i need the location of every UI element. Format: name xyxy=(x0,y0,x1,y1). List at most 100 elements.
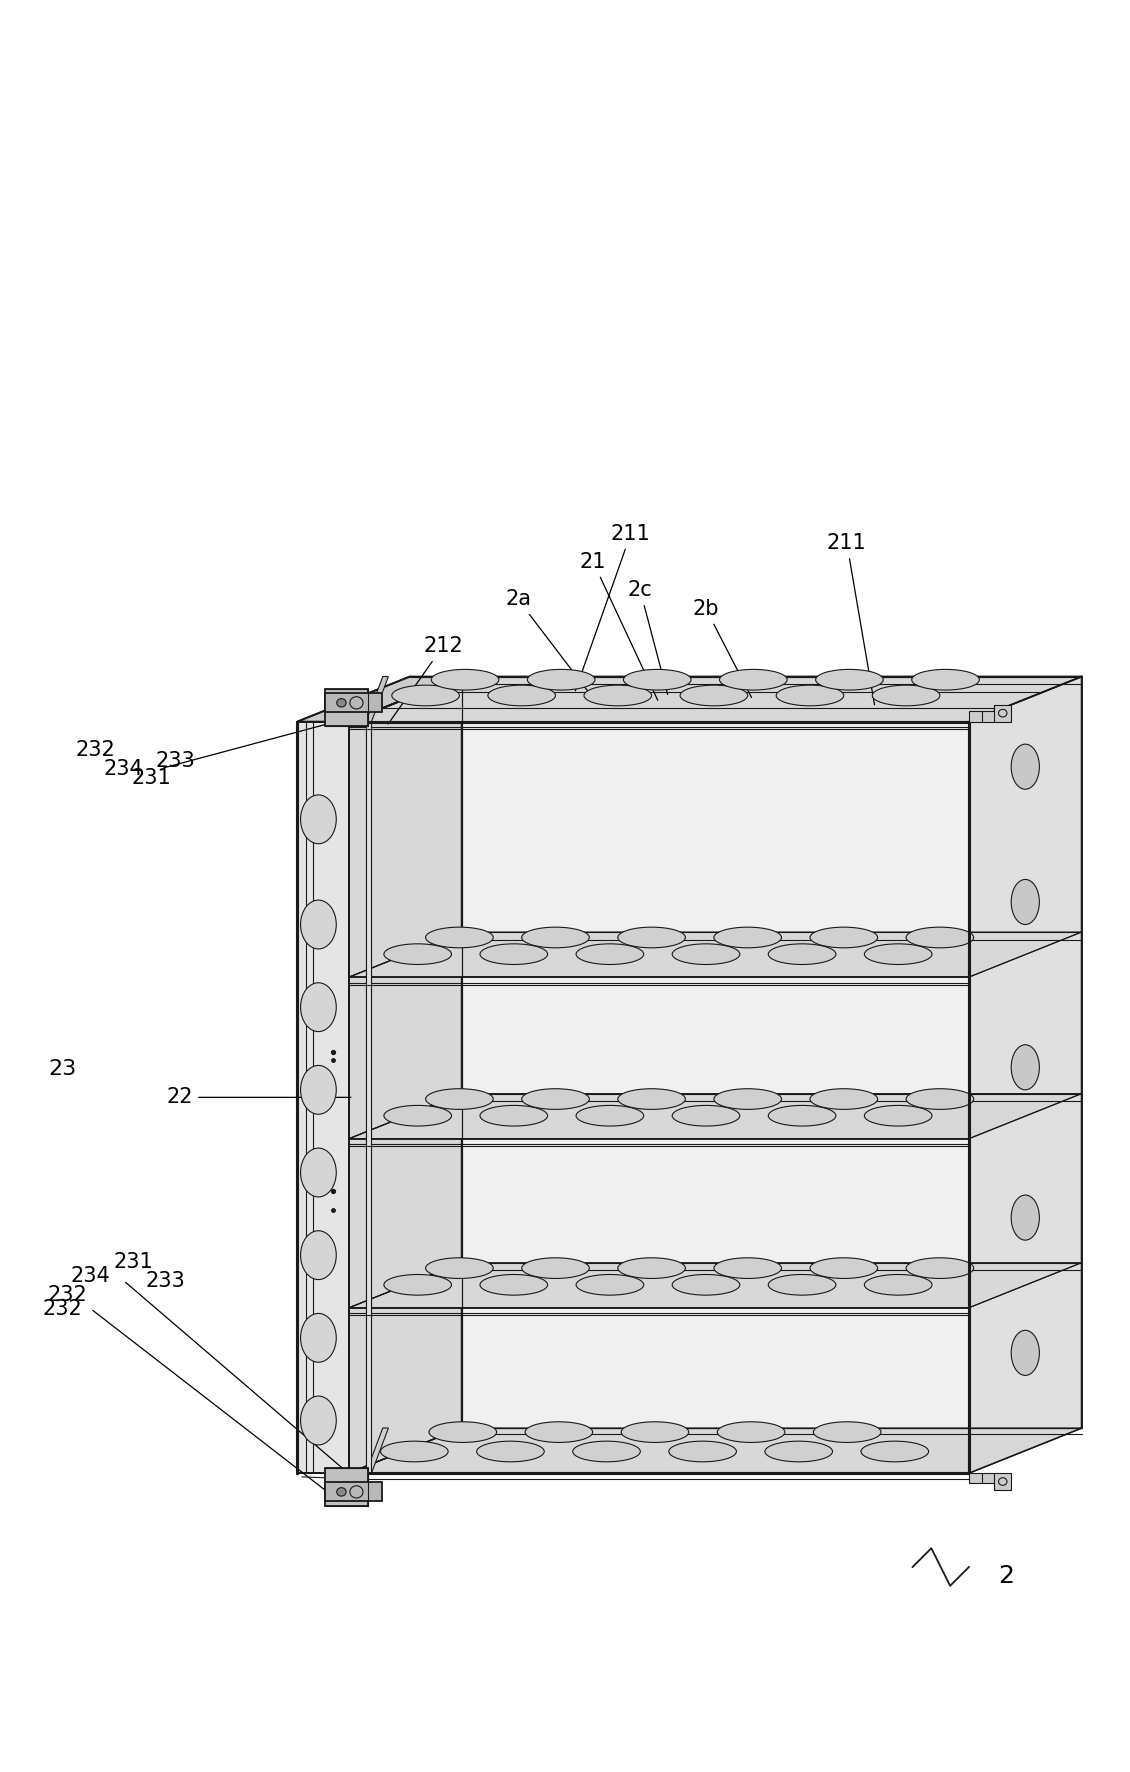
Ellipse shape xyxy=(301,796,337,843)
Ellipse shape xyxy=(384,1106,452,1125)
Ellipse shape xyxy=(912,670,980,689)
Polygon shape xyxy=(349,677,1081,721)
Polygon shape xyxy=(968,705,1011,721)
Polygon shape xyxy=(349,677,462,1473)
Ellipse shape xyxy=(906,1088,974,1109)
Ellipse shape xyxy=(624,670,692,689)
Text: 23: 23 xyxy=(49,1060,77,1079)
Ellipse shape xyxy=(301,1313,337,1363)
Polygon shape xyxy=(968,677,1081,1473)
Ellipse shape xyxy=(426,1258,493,1278)
Ellipse shape xyxy=(337,1488,346,1496)
Ellipse shape xyxy=(301,900,337,950)
Ellipse shape xyxy=(480,1106,548,1125)
Ellipse shape xyxy=(618,1258,686,1278)
Ellipse shape xyxy=(776,686,844,705)
Ellipse shape xyxy=(810,1088,878,1109)
Ellipse shape xyxy=(680,686,748,705)
Ellipse shape xyxy=(576,1106,644,1125)
Text: 232: 232 xyxy=(47,1285,87,1304)
Polygon shape xyxy=(366,1428,389,1473)
Ellipse shape xyxy=(525,1421,593,1442)
Polygon shape xyxy=(325,693,382,712)
Ellipse shape xyxy=(426,927,493,948)
Text: 231: 231 xyxy=(132,767,172,789)
Polygon shape xyxy=(366,677,389,721)
Polygon shape xyxy=(349,721,968,1473)
Text: 2b: 2b xyxy=(693,599,751,698)
Text: 212: 212 xyxy=(388,636,463,725)
Text: 2: 2 xyxy=(999,1565,1015,1588)
Ellipse shape xyxy=(301,1065,337,1115)
Ellipse shape xyxy=(672,1106,740,1125)
Text: 22: 22 xyxy=(166,1088,351,1108)
Ellipse shape xyxy=(384,944,452,964)
Ellipse shape xyxy=(618,1088,686,1109)
Ellipse shape xyxy=(622,1421,689,1442)
Ellipse shape xyxy=(584,686,652,705)
Polygon shape xyxy=(325,1469,367,1506)
Ellipse shape xyxy=(1011,879,1040,925)
Ellipse shape xyxy=(301,1148,337,1196)
Ellipse shape xyxy=(522,927,590,948)
Ellipse shape xyxy=(720,670,788,689)
Ellipse shape xyxy=(864,1106,932,1125)
Ellipse shape xyxy=(714,927,782,948)
Polygon shape xyxy=(349,1093,1081,1139)
Ellipse shape xyxy=(573,1441,641,1462)
Text: 231: 231 xyxy=(113,1251,153,1272)
Ellipse shape xyxy=(810,927,878,948)
Polygon shape xyxy=(325,1483,382,1501)
Ellipse shape xyxy=(906,927,974,948)
Ellipse shape xyxy=(522,1258,590,1278)
Ellipse shape xyxy=(488,686,556,705)
Text: 211: 211 xyxy=(575,525,651,691)
Ellipse shape xyxy=(1011,744,1040,789)
Ellipse shape xyxy=(714,1258,782,1278)
Polygon shape xyxy=(968,1473,1011,1490)
Ellipse shape xyxy=(337,698,346,707)
Ellipse shape xyxy=(432,670,498,689)
Ellipse shape xyxy=(301,983,337,1031)
Text: 233: 233 xyxy=(146,1271,185,1290)
Text: 232: 232 xyxy=(76,739,115,760)
Ellipse shape xyxy=(816,670,884,689)
Ellipse shape xyxy=(301,1396,337,1444)
Ellipse shape xyxy=(618,927,686,948)
Ellipse shape xyxy=(429,1421,496,1442)
Polygon shape xyxy=(349,932,1081,976)
Ellipse shape xyxy=(301,1232,337,1279)
Text: 21: 21 xyxy=(580,551,658,700)
Ellipse shape xyxy=(1011,1194,1040,1240)
Polygon shape xyxy=(349,1428,1081,1473)
Ellipse shape xyxy=(522,1088,590,1109)
Polygon shape xyxy=(297,721,349,1473)
Ellipse shape xyxy=(426,1088,493,1109)
Ellipse shape xyxy=(861,1441,929,1462)
Ellipse shape xyxy=(872,686,940,705)
Text: 234: 234 xyxy=(104,758,144,778)
Ellipse shape xyxy=(718,1421,785,1442)
Ellipse shape xyxy=(477,1441,545,1462)
Ellipse shape xyxy=(576,944,644,964)
Ellipse shape xyxy=(669,1441,737,1462)
Ellipse shape xyxy=(392,686,460,705)
Ellipse shape xyxy=(1011,1045,1040,1090)
Ellipse shape xyxy=(384,1274,452,1295)
Polygon shape xyxy=(297,677,462,721)
Polygon shape xyxy=(349,677,1081,721)
Ellipse shape xyxy=(864,1274,932,1295)
Ellipse shape xyxy=(864,944,932,964)
Ellipse shape xyxy=(528,670,596,689)
Ellipse shape xyxy=(672,1274,740,1295)
Text: 234: 234 xyxy=(71,1265,111,1286)
Polygon shape xyxy=(349,1263,1081,1308)
Ellipse shape xyxy=(480,944,548,964)
Text: 233: 233 xyxy=(155,751,195,771)
Polygon shape xyxy=(325,689,367,727)
Text: 2a: 2a xyxy=(505,590,591,696)
Ellipse shape xyxy=(768,1274,836,1295)
Text: 2c: 2c xyxy=(628,579,668,695)
Ellipse shape xyxy=(814,1421,881,1442)
Ellipse shape xyxy=(810,1258,878,1278)
